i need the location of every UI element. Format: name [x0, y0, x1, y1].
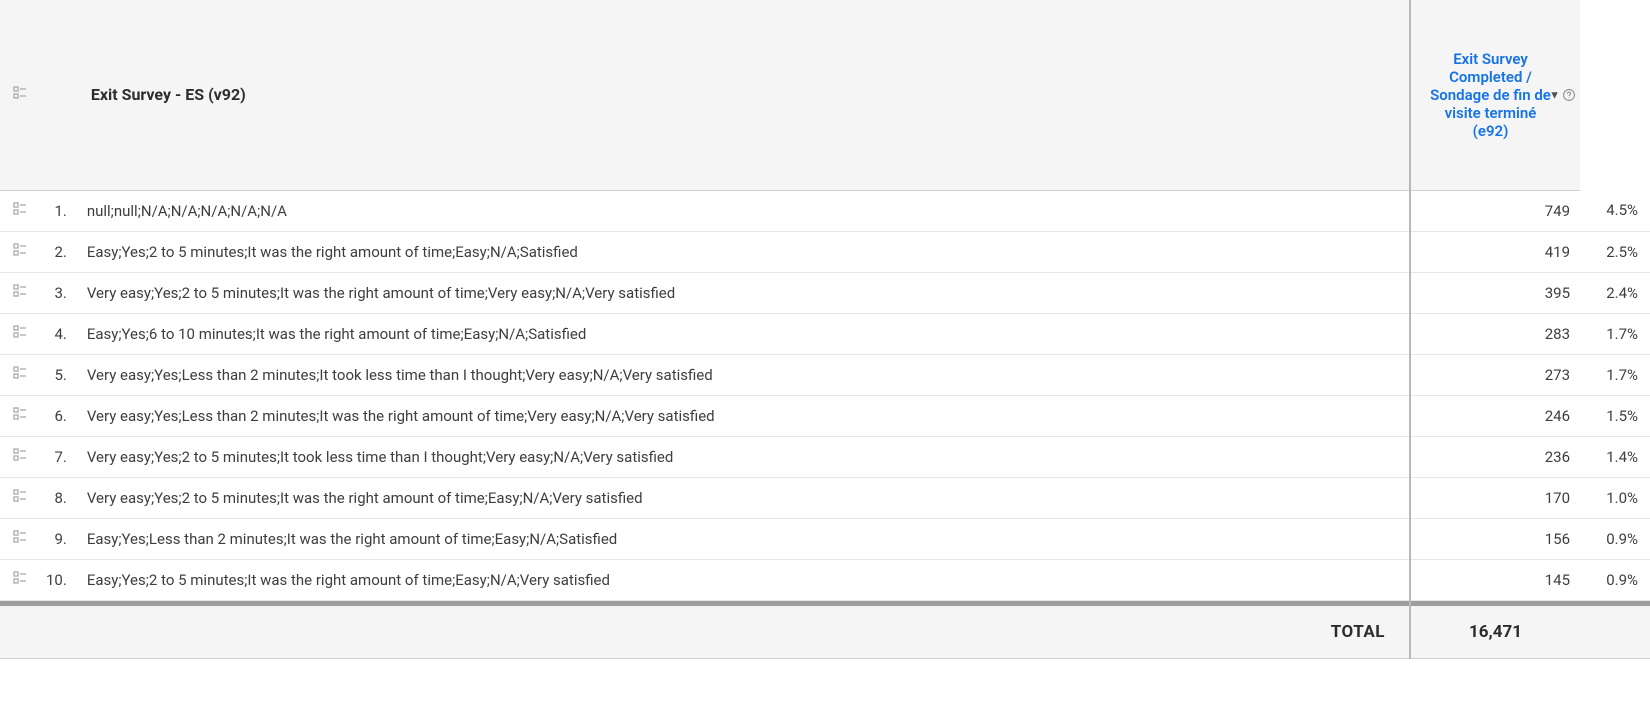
row-number: 1. [40, 190, 81, 231]
table-row[interactable]: 5.Very easy;Yes;Less than 2 minutes;It t… [0, 354, 1650, 395]
row-number: 5. [40, 354, 81, 395]
total-pct-spacer [1580, 606, 1650, 659]
dimension-label: Exit Survey - ES (v92) [91, 85, 246, 104]
row-breakdown-cell [0, 313, 40, 354]
breakdown-icon[interactable] [12, 406, 28, 422]
table-row[interactable]: 4.Easy;Yes;6 to 10 minutes;It was the ri… [0, 313, 1650, 354]
row-breakdown-cell [0, 518, 40, 559]
row-dimension-value[interactable]: Very easy;Yes;Less than 2 minutes;It was… [81, 395, 1410, 436]
row-metric-pct: 0.9% [1580, 518, 1650, 559]
dimension-header-icon-cell [0, 0, 40, 190]
row-dimension-value[interactable]: Easy;Yes;2 to 5 minutes;It was the right… [81, 231, 1410, 272]
row-dimension-value[interactable]: Very easy;Yes;2 to 5 minutes;It was the … [81, 477, 1410, 518]
metric-header[interactable]: Exit Survey Completed / Sondage de fin d… [1410, 0, 1580, 190]
row-breakdown-cell [0, 559, 40, 600]
row-breakdown-cell [0, 231, 40, 272]
row-dimension-value[interactable]: Very easy;Yes;2 to 5 minutes;It took les… [81, 436, 1410, 477]
table-body: 1.null;null;N/A;N/A;N/A;N/A;N/A7494.5%2.… [0, 190, 1650, 600]
table-row[interactable]: 1.null;null;N/A;N/A;N/A;N/A;N/A7494.5% [0, 190, 1650, 231]
row-metric-value: 749 [1410, 190, 1580, 231]
row-metric-pct: 0.9% [1580, 559, 1650, 600]
row-metric-value: 156 [1410, 518, 1580, 559]
row-number: 7. [40, 436, 81, 477]
breakdown-icon[interactable] [12, 242, 28, 258]
row-dimension-value[interactable]: Easy;Yes;2 to 5 minutes;It was the right… [81, 559, 1410, 600]
metric-info-icon[interactable] [1562, 88, 1576, 102]
total-spacer [0, 606, 40, 659]
row-breakdown-cell [0, 272, 40, 313]
breakdown-icon[interactable] [12, 201, 28, 217]
row-number: 4. [40, 313, 81, 354]
total-label: TOTAL [81, 606, 1410, 659]
row-dimension-value[interactable]: Very easy;Yes;Less than 2 minutes;It too… [81, 354, 1410, 395]
table-row[interactable]: 10.Easy;Yes;2 to 5 minutes;It was the ri… [0, 559, 1650, 600]
row-metric-pct: 1.4% [1580, 436, 1650, 477]
row-dimension-value[interactable]: Easy;Yes;Less than 2 minutes;It was the … [81, 518, 1410, 559]
row-number: 3. [40, 272, 81, 313]
breakdown-icon[interactable] [12, 529, 28, 545]
total-value: 16,471 [1410, 606, 1580, 659]
row-metric-value: 273 [1410, 354, 1580, 395]
row-metric-value: 419 [1410, 231, 1580, 272]
table-row[interactable]: 7.Very easy;Yes;2 to 5 minutes;It took l… [0, 436, 1650, 477]
row-metric-pct: 1.7% [1580, 313, 1650, 354]
row-metric-pct: 2.5% [1580, 231, 1650, 272]
row-metric-pct: 2.4% [1580, 272, 1650, 313]
row-metric-value: 236 [1410, 436, 1580, 477]
row-breakdown-cell [0, 190, 40, 231]
total-row: TOTAL 16,471 [0, 606, 1650, 659]
table-row[interactable]: 3.Very easy;Yes;2 to 5 minutes;It was th… [0, 272, 1650, 313]
row-number: 6. [40, 395, 81, 436]
row-metric-value: 145 [1410, 559, 1580, 600]
row-dimension-value[interactable]: Easy;Yes;6 to 10 minutes;It was the righ… [81, 313, 1410, 354]
metric-label: Exit Survey Completed / Sondage de fin d… [1430, 50, 1551, 140]
row-metric-value: 246 [1410, 395, 1580, 436]
row-dimension-value[interactable]: Very easy;Yes;2 to 5 minutes;It was the … [81, 272, 1410, 313]
table-row[interactable]: 2.Easy;Yes;2 to 5 minutes;It was the rig… [0, 231, 1650, 272]
row-number: 8. [40, 477, 81, 518]
row-breakdown-cell [0, 477, 40, 518]
breakdown-icon[interactable] [12, 488, 28, 504]
row-number: 9. [40, 518, 81, 559]
row-metric-pct: 1.0% [1580, 477, 1650, 518]
table-row[interactable]: 9.Easy;Yes;Less than 2 minutes;It was th… [0, 518, 1650, 559]
row-number: 10. [40, 559, 81, 600]
breakdown-icon[interactable] [12, 85, 28, 101]
breakdown-icon[interactable] [12, 570, 28, 586]
breakdown-icon[interactable] [12, 365, 28, 381]
row-breakdown-cell [0, 395, 40, 436]
row-metric-pct: 4.5% [1580, 190, 1650, 231]
breakdown-icon[interactable] [12, 283, 28, 299]
sort-desc-icon: ▼ [1549, 88, 1560, 101]
row-number: 2. [40, 231, 81, 272]
table-row[interactable]: 6.Very easy;Yes;Less than 2 minutes;It w… [0, 395, 1650, 436]
row-metric-value: 170 [1410, 477, 1580, 518]
row-dimension-value[interactable]: null;null;N/A;N/A;N/A;N/A;N/A [81, 190, 1410, 231]
header-row: Exit Survey - ES (v92) Exit Survey Compl… [0, 0, 1650, 190]
analytics-freeform-table: Exit Survey - ES (v92) Exit Survey Compl… [0, 0, 1650, 659]
row-number-header [40, 0, 81, 190]
dimension-header[interactable]: Exit Survey - ES (v92) [81, 0, 1410, 190]
row-breakdown-cell [0, 436, 40, 477]
row-metric-value: 395 [1410, 272, 1580, 313]
breakdown-icon[interactable] [12, 324, 28, 340]
breakdown-icon[interactable] [12, 447, 28, 463]
total-spacer [40, 606, 81, 659]
row-metric-pct: 1.5% [1580, 395, 1650, 436]
row-metric-pct: 1.7% [1580, 354, 1650, 395]
table-row[interactable]: 8.Very easy;Yes;2 to 5 minutes;It was th… [0, 477, 1650, 518]
row-breakdown-cell [0, 354, 40, 395]
row-metric-value: 283 [1410, 313, 1580, 354]
